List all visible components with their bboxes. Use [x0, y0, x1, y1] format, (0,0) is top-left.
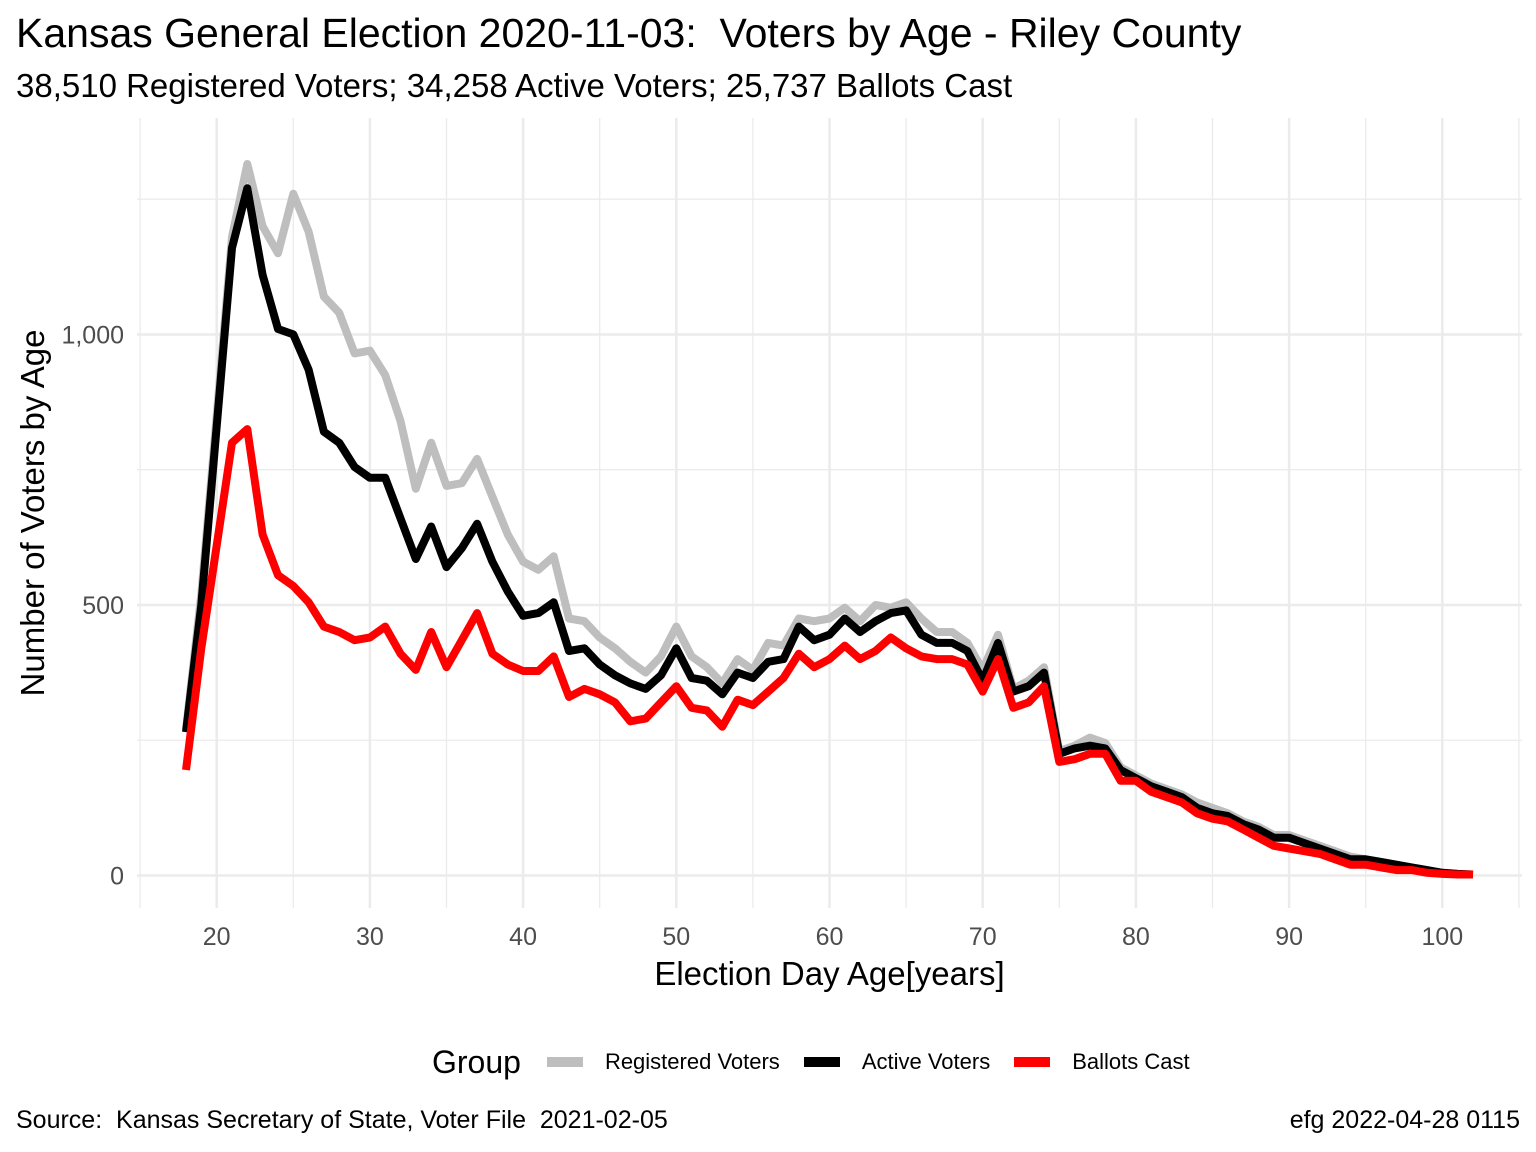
y-tick-label: 0: [110, 863, 124, 891]
x-tick-label: 80: [1122, 923, 1150, 951]
legend-item-registered-voters: Registered Voters: [546, 1049, 780, 1075]
x-tick-label: 50: [662, 923, 690, 951]
legend-item-ballots-cast: Ballots Cast: [1014, 1049, 1190, 1075]
x-tick-label: 20: [203, 923, 231, 951]
x-tick-label: 100: [1421, 923, 1463, 951]
author-caption: efg 2022-04-28 0115: [1289, 1106, 1520, 1134]
legend-key-registered-voters: [546, 1057, 583, 1067]
legend-label-active-voters: Active Voters: [861, 1049, 991, 1074]
y-axis-title: Number of Voters by Age: [14, 330, 51, 697]
legend: Group Registered Voters Active Voters Ba…: [432, 1038, 1214, 1086]
y-tick-label: 500: [82, 592, 124, 620]
legend-key-ballots-cast: [1014, 1057, 1051, 1067]
x-tick-label: 70: [969, 923, 997, 951]
x-axis-title: Election Day Age[years]: [654, 955, 1004, 992]
legend-item-active-voters: Active Voters: [803, 1049, 991, 1075]
legend-label-registered-voters: Registered Voters: [604, 1049, 780, 1074]
x-tick-label: 30: [356, 923, 384, 951]
x-tick-label: 40: [509, 923, 537, 951]
legend-title: Group: [432, 1043, 521, 1080]
x-tick-label: 90: [1275, 923, 1303, 951]
chart-subtitle: 38,510 Registered Voters; 34,258 Active …: [16, 67, 1013, 104]
x-tick-label: 60: [816, 923, 844, 951]
legend-key-active-voters: [803, 1057, 840, 1067]
y-tick-label: 1,000: [61, 321, 124, 349]
series-line-ballots-cast: [182, 425, 1473, 879]
series-line-active-voters: [182, 184, 1474, 879]
chart-title: Kansas General Election 2020-11-03: Vote…: [16, 10, 1242, 56]
legend-label-ballots-cast: Ballots Cast: [1072, 1049, 1190, 1074]
source-caption: Source: Kansas Secretary of State, Voter…: [16, 1106, 668, 1134]
